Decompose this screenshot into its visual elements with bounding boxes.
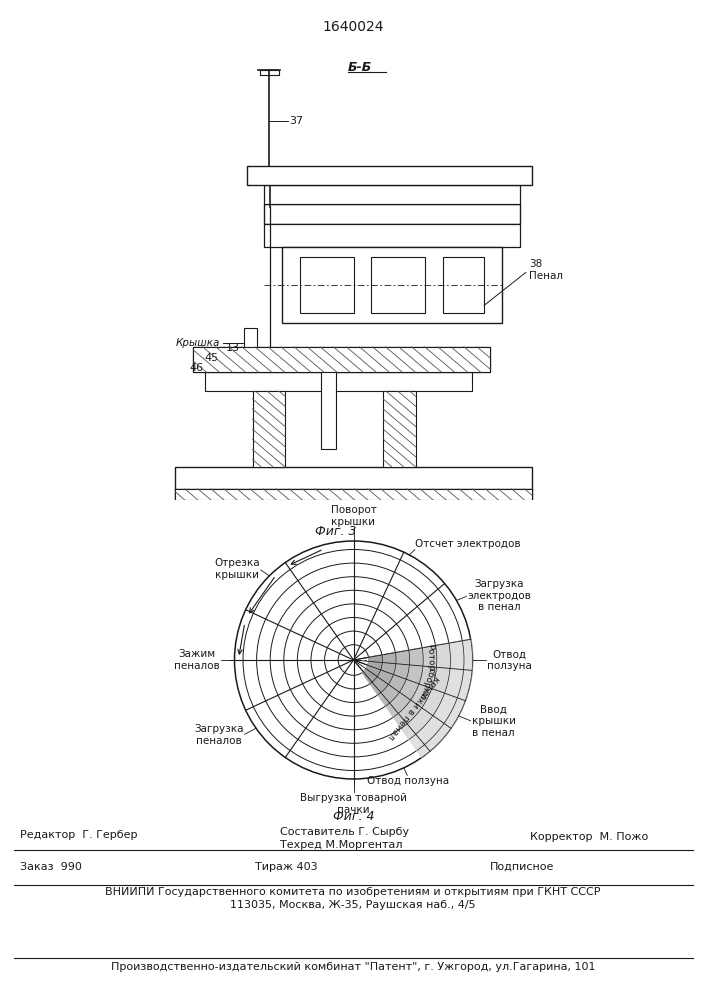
Bar xyxy=(252,391,285,467)
Text: 13: 13 xyxy=(226,343,240,353)
Bar xyxy=(175,489,532,500)
Text: Фиг. 3: Фиг. 3 xyxy=(315,525,356,538)
Text: Корректор  М. Пожо: Корректор М. Пожо xyxy=(530,832,648,842)
Text: Техред М.Моргентал: Техред М.Моргентал xyxy=(280,840,402,850)
Text: 1640024: 1640024 xyxy=(323,20,384,34)
Text: Выгрузка товарной
пачки: Выгрузка товарной пачки xyxy=(300,793,407,815)
Text: Отсчет электродов: Отсчет электродов xyxy=(416,539,521,549)
Text: Отвод ползуна: Отвод ползуна xyxy=(367,776,449,786)
Bar xyxy=(264,204,520,224)
Text: Составитель Г. Сырбу: Составитель Г. Сырбу xyxy=(280,827,409,837)
Polygon shape xyxy=(362,655,382,684)
Text: крышки в пенал: крышки в пенал xyxy=(386,674,441,741)
Bar xyxy=(443,257,484,313)
Bar xyxy=(247,166,532,185)
Text: 45: 45 xyxy=(204,353,218,363)
Text: 38
Пенал: 38 Пенал xyxy=(529,259,563,281)
Polygon shape xyxy=(417,639,472,757)
Text: Отрезка
крышки: Отрезка крышки xyxy=(214,558,260,580)
Text: Загрузка
пеналов: Загрузка пеналов xyxy=(194,724,243,746)
Bar xyxy=(223,352,233,361)
Bar xyxy=(321,371,336,449)
Text: ВНИИПИ Государственного комитета по изобретениям и открытиям при ГКНТ СССР: ВНИИПИ Государственного комитета по изоб… xyxy=(105,887,601,897)
Text: 113035, Москва, Ж-35, Раушская наб., 4/5: 113035, Москва, Ж-35, Раушская наб., 4/5 xyxy=(230,900,476,910)
Text: Фиг. 4: Фиг. 4 xyxy=(333,810,374,823)
Bar xyxy=(244,328,257,353)
Bar xyxy=(282,247,502,323)
Text: Заказ  990: Заказ 990 xyxy=(20,862,82,872)
Bar xyxy=(300,257,354,313)
Polygon shape xyxy=(378,650,409,706)
Text: Тираж 403: Тираж 403 xyxy=(255,862,317,872)
Polygon shape xyxy=(402,643,450,739)
Text: сборки: сборки xyxy=(417,666,436,701)
Polygon shape xyxy=(386,648,423,717)
Text: Поворот
крышки: Поворот крышки xyxy=(331,505,376,527)
Text: Редактор  Г. Гербер: Редактор Г. Гербер xyxy=(20,830,137,840)
Text: Б-Б: Б-Б xyxy=(348,61,372,74)
Bar xyxy=(193,347,490,372)
Text: Ввод
крышки
в пенал: Ввод крышки в пенал xyxy=(472,705,516,738)
Bar xyxy=(259,70,279,75)
Text: 46: 46 xyxy=(189,363,204,373)
Polygon shape xyxy=(409,641,464,751)
Bar xyxy=(175,489,532,500)
Bar xyxy=(205,372,472,391)
Bar xyxy=(371,257,425,313)
Polygon shape xyxy=(370,653,396,695)
Text: Подписное: Подписное xyxy=(490,862,554,872)
Bar xyxy=(264,185,520,204)
Text: Крышка: Крышка xyxy=(175,338,220,348)
Text: Зажим
пеналов: Зажим пеналов xyxy=(174,649,220,671)
Text: Производственно-издательский комбинат "Патент", г. Ужгород, ул.Гагарина, 101: Производственно-издательский комбинат "П… xyxy=(111,962,595,972)
Bar xyxy=(264,224,520,247)
Text: Отвод
ползуна: Отвод ползуна xyxy=(487,649,532,671)
Text: Ротор: Ротор xyxy=(425,643,435,671)
Bar xyxy=(175,467,532,490)
Polygon shape xyxy=(394,646,437,728)
Text: Загрузка
электродов
в пенал: Загрузка электродов в пенал xyxy=(467,579,532,612)
Bar xyxy=(211,363,224,371)
Bar xyxy=(383,391,416,467)
Bar xyxy=(193,347,490,372)
Text: 37: 37 xyxy=(289,116,303,126)
